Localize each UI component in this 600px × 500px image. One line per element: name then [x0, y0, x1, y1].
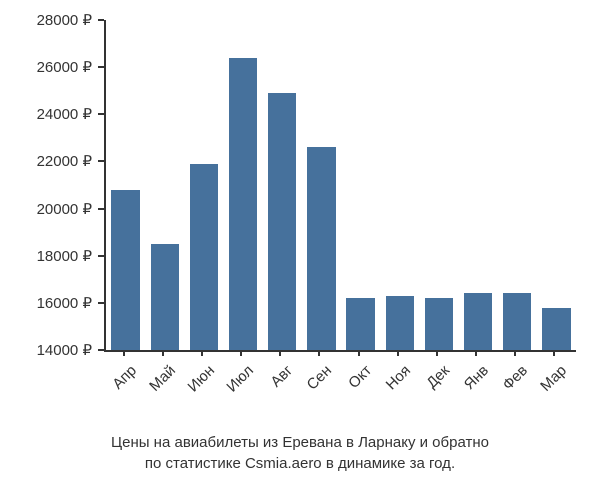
- bar: [111, 190, 139, 350]
- x-tick-mark: [201, 350, 203, 356]
- y-tick-mark: [98, 302, 104, 304]
- x-tick-mark: [436, 350, 438, 356]
- x-tick-mark: [358, 350, 360, 356]
- y-tick-mark: [98, 349, 104, 351]
- bar: [307, 147, 335, 350]
- chart-container: Цены на авиабилеты из Еревана в Ларнаку …: [0, 0, 600, 500]
- x-tick-mark: [279, 350, 281, 356]
- bar: [229, 58, 257, 350]
- y-tick-mark: [98, 66, 104, 68]
- y-tick-mark: [98, 255, 104, 257]
- x-tick-mark: [123, 350, 125, 356]
- x-tick-mark: [162, 350, 164, 356]
- y-tick-label: 22000 ₽: [0, 152, 92, 170]
- bar: [151, 244, 179, 350]
- y-tick-label: 20000 ₽: [0, 200, 92, 218]
- bar: [190, 164, 218, 350]
- y-tick-mark: [98, 113, 104, 115]
- y-tick-mark: [98, 160, 104, 162]
- y-tick-mark: [98, 208, 104, 210]
- y-tick-label: 14000 ₽: [0, 341, 92, 359]
- bar: [346, 298, 374, 350]
- bar: [464, 293, 492, 350]
- x-tick-mark: [318, 350, 320, 356]
- x-tick-mark: [553, 350, 555, 356]
- bar: [503, 293, 531, 350]
- y-tick-mark: [98, 19, 104, 21]
- x-tick-mark: [240, 350, 242, 356]
- y-tick-label: 16000 ₽: [0, 294, 92, 312]
- bar: [386, 296, 414, 350]
- plot-area: [104, 20, 576, 352]
- x-tick-mark: [397, 350, 399, 356]
- bar: [425, 298, 453, 350]
- y-tick-label: 18000 ₽: [0, 247, 92, 265]
- caption-line2: по статистике Csmia.aero в динамике за г…: [145, 455, 455, 472]
- y-tick-label: 28000 ₽: [0, 11, 92, 29]
- y-tick-label: 26000 ₽: [0, 58, 92, 76]
- x-tick-mark: [475, 350, 477, 356]
- bar: [268, 93, 296, 350]
- bar: [542, 308, 570, 350]
- x-tick-mark: [514, 350, 516, 356]
- y-tick-label: 24000 ₽: [0, 105, 92, 123]
